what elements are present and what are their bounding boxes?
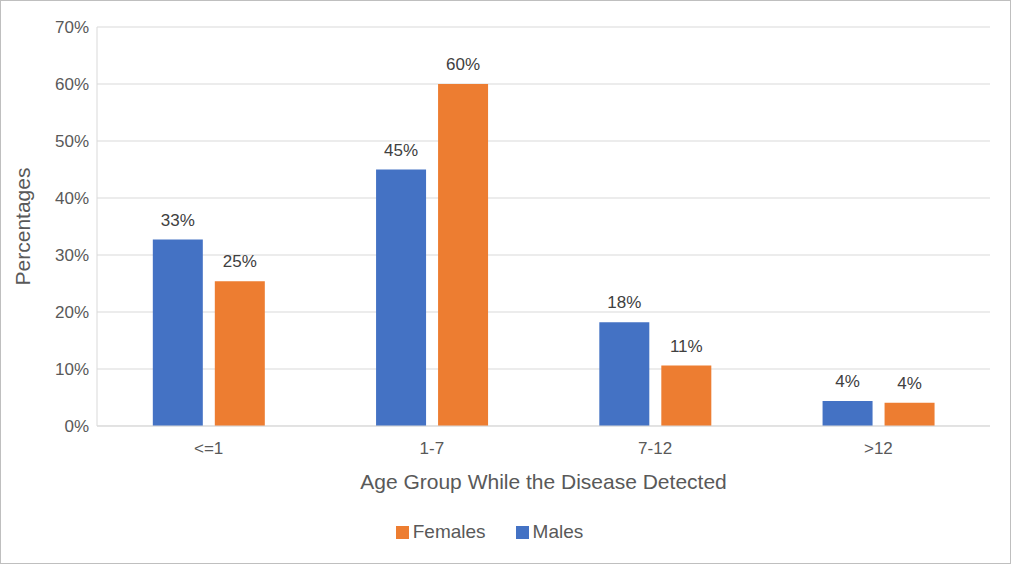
svg-text:11%: 11% — [670, 337, 703, 356]
svg-text:1-7: 1-7 — [420, 439, 445, 458]
svg-text:50%: 50% — [55, 132, 89, 151]
html-text:Females: Females — [412, 521, 486, 542]
svg-text:40%: 40% — [55, 189, 89, 208]
svg-text:30%: 30% — [55, 246, 89, 265]
html-text:Males: Males — [532, 521, 584, 542]
svg-text:0%: 0% — [64, 417, 89, 436]
svg-text:45%: 45% — [384, 141, 418, 160]
svg-text:18%: 18% — [607, 293, 641, 312]
svg-text:60%: 60% — [446, 55, 480, 74]
svg-text:25%: 25% — [223, 252, 257, 271]
svg-text:20%: 20% — [55, 303, 89, 322]
svg-text:10%: 10% — [55, 360, 89, 379]
svg-text:70%: 70% — [55, 18, 89, 37]
svg-text:<=1: <=1 — [194, 439, 223, 458]
svg-text:Percentages: Percentages — [11, 168, 34, 286]
svg-text:33%: 33% — [161, 211, 195, 230]
svg-text:4%: 4% — [897, 374, 922, 393]
svg-text:4%: 4% — [835, 372, 860, 391]
svg-text:>12: >12 — [864, 439, 893, 458]
svg-text:7-12: 7-12 — [638, 439, 672, 458]
svg-text:Age Group While the Disease De: Age Group While the Disease Detected — [360, 470, 727, 493]
svg-text:60%: 60% — [55, 75, 89, 94]
